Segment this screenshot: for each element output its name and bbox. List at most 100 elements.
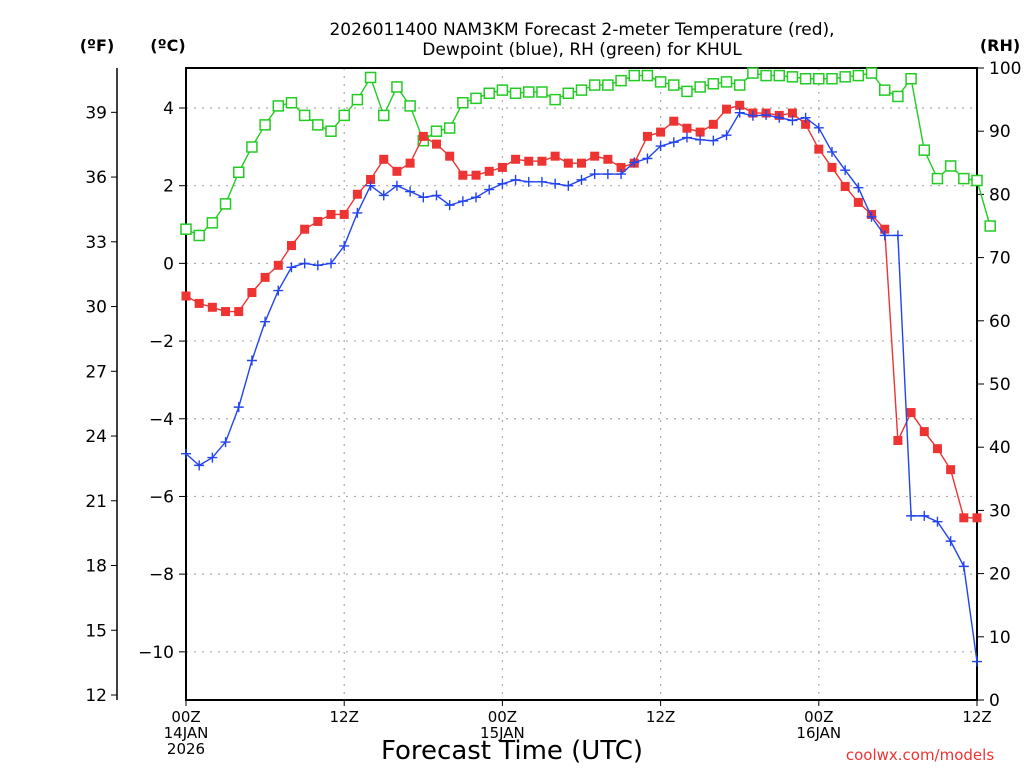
rh-point — [483, 87, 495, 100]
dewpoint-point — [695, 134, 706, 145]
rh-point — [219, 198, 232, 210]
dewpoint-point — [510, 174, 521, 185]
dewpoint-point — [734, 107, 745, 118]
temperature-point — [840, 181, 850, 191]
rh-point — [206, 217, 219, 229]
rh-point — [813, 72, 825, 85]
credit-link[interactable]: coolwx.com/models — [846, 746, 994, 764]
rh-point — [246, 141, 258, 153]
temperature-point — [880, 224, 890, 234]
temperature-point — [497, 162, 507, 172]
temperature-point — [300, 224, 310, 234]
rh-point — [338, 109, 350, 122]
temperature-point — [458, 170, 468, 180]
x-tick-label: 12Z — [646, 708, 675, 726]
rh-point — [364, 71, 377, 84]
grid-lines — [186, 68, 977, 700]
fahrenheit-tick-label: 39 — [85, 103, 107, 123]
dewpoint-point — [721, 130, 732, 141]
dewpoint-point — [681, 132, 692, 143]
temperature-point — [484, 166, 494, 176]
temperature-point — [339, 209, 349, 219]
rh-point — [865, 67, 878, 79]
fahrenheit-tick-label: 36 — [85, 168, 107, 188]
rh-point — [391, 81, 403, 93]
dewpoint-point — [181, 448, 191, 459]
dewpoint-point — [787, 115, 798, 126]
dewpoint-point — [642, 153, 653, 164]
x-tick-date: 14JAN — [164, 724, 209, 742]
rh-point — [575, 84, 588, 96]
temperature-point — [366, 174, 376, 184]
rh-tick-label: 80 — [989, 185, 1011, 205]
celsius-unit-label: (ºC) — [150, 36, 185, 55]
temperature-point — [221, 307, 231, 317]
rh-point — [931, 172, 944, 185]
temperature-point — [181, 291, 191, 301]
dewpoint-point — [233, 402, 244, 413]
rh-point — [298, 109, 311, 122]
temperature-point — [405, 158, 415, 168]
dewpoint-point — [378, 190, 389, 201]
temperature-point — [313, 216, 323, 226]
rh-point — [180, 223, 192, 235]
dewpoint-point — [352, 207, 363, 218]
fahrenheit-tick-label: 24 — [85, 427, 107, 447]
rh-point — [984, 220, 996, 232]
temperature-point — [932, 444, 942, 454]
dewpoint-point — [774, 112, 785, 123]
rh-point — [562, 87, 575, 100]
x-tick-label: 00Z — [171, 708, 200, 726]
dewpoint-point — [207, 452, 218, 463]
rh-tick-label: 50 — [989, 375, 1011, 395]
rh-tick-label: 10 — [989, 628, 1011, 648]
rh-point — [325, 125, 337, 137]
dewpoint-point — [563, 180, 574, 191]
temperature-point — [234, 307, 244, 317]
rh-point — [549, 93, 561, 106]
dewpoint-point — [550, 178, 561, 189]
rh-tick-label: 100 — [989, 59, 1021, 79]
rh-point — [971, 174, 983, 187]
rh-point — [628, 69, 640, 82]
chart-title-line2: Dewpoint (blue), RH (green) for KHUL — [422, 40, 742, 60]
x-tick-label: 00Z — [488, 708, 517, 726]
dewpoint-point — [326, 258, 337, 269]
rh-point — [773, 69, 785, 82]
rh-point — [430, 125, 443, 137]
dewpoint-point — [655, 141, 666, 152]
dewpoint-point — [484, 184, 495, 195]
temperature-point — [260, 272, 270, 282]
temperature-point — [603, 154, 613, 164]
dewpoint-point — [523, 176, 534, 187]
temperature-point — [352, 189, 362, 199]
rh-point — [826, 72, 838, 85]
celsius-tick-label: 2 — [163, 177, 174, 197]
temperature-point — [946, 465, 956, 475]
dewpoint-point — [826, 146, 837, 157]
rh-point — [668, 79, 680, 91]
rh-point — [312, 119, 324, 131]
dewpoint-point — [444, 200, 455, 211]
temperature-point — [919, 427, 929, 437]
fahrenheit-tick-label: 12 — [85, 686, 107, 706]
rh-tick-label: 30 — [989, 501, 1011, 521]
dewpoint-point — [866, 211, 877, 222]
temperature-point — [656, 127, 666, 137]
rh-tick-label: 40 — [989, 438, 1011, 458]
dewpoint-point — [708, 135, 719, 146]
rh-point — [193, 229, 205, 242]
celsius-tick-label: −2 — [149, 332, 174, 352]
temperature-point — [326, 209, 336, 219]
temperature-point — [893, 436, 903, 446]
temperature-point — [563, 158, 573, 168]
dewpoint-point — [536, 176, 547, 187]
rh-point — [944, 160, 957, 172]
rh-point — [641, 69, 654, 82]
temperature-point — [207, 302, 217, 312]
fahrenheit-tick-label: 21 — [85, 492, 107, 512]
rh-tick-label: 60 — [989, 312, 1011, 332]
celsius-tick-label: −6 — [149, 487, 174, 507]
temperature-point — [827, 162, 837, 172]
temperature-point — [853, 197, 863, 207]
